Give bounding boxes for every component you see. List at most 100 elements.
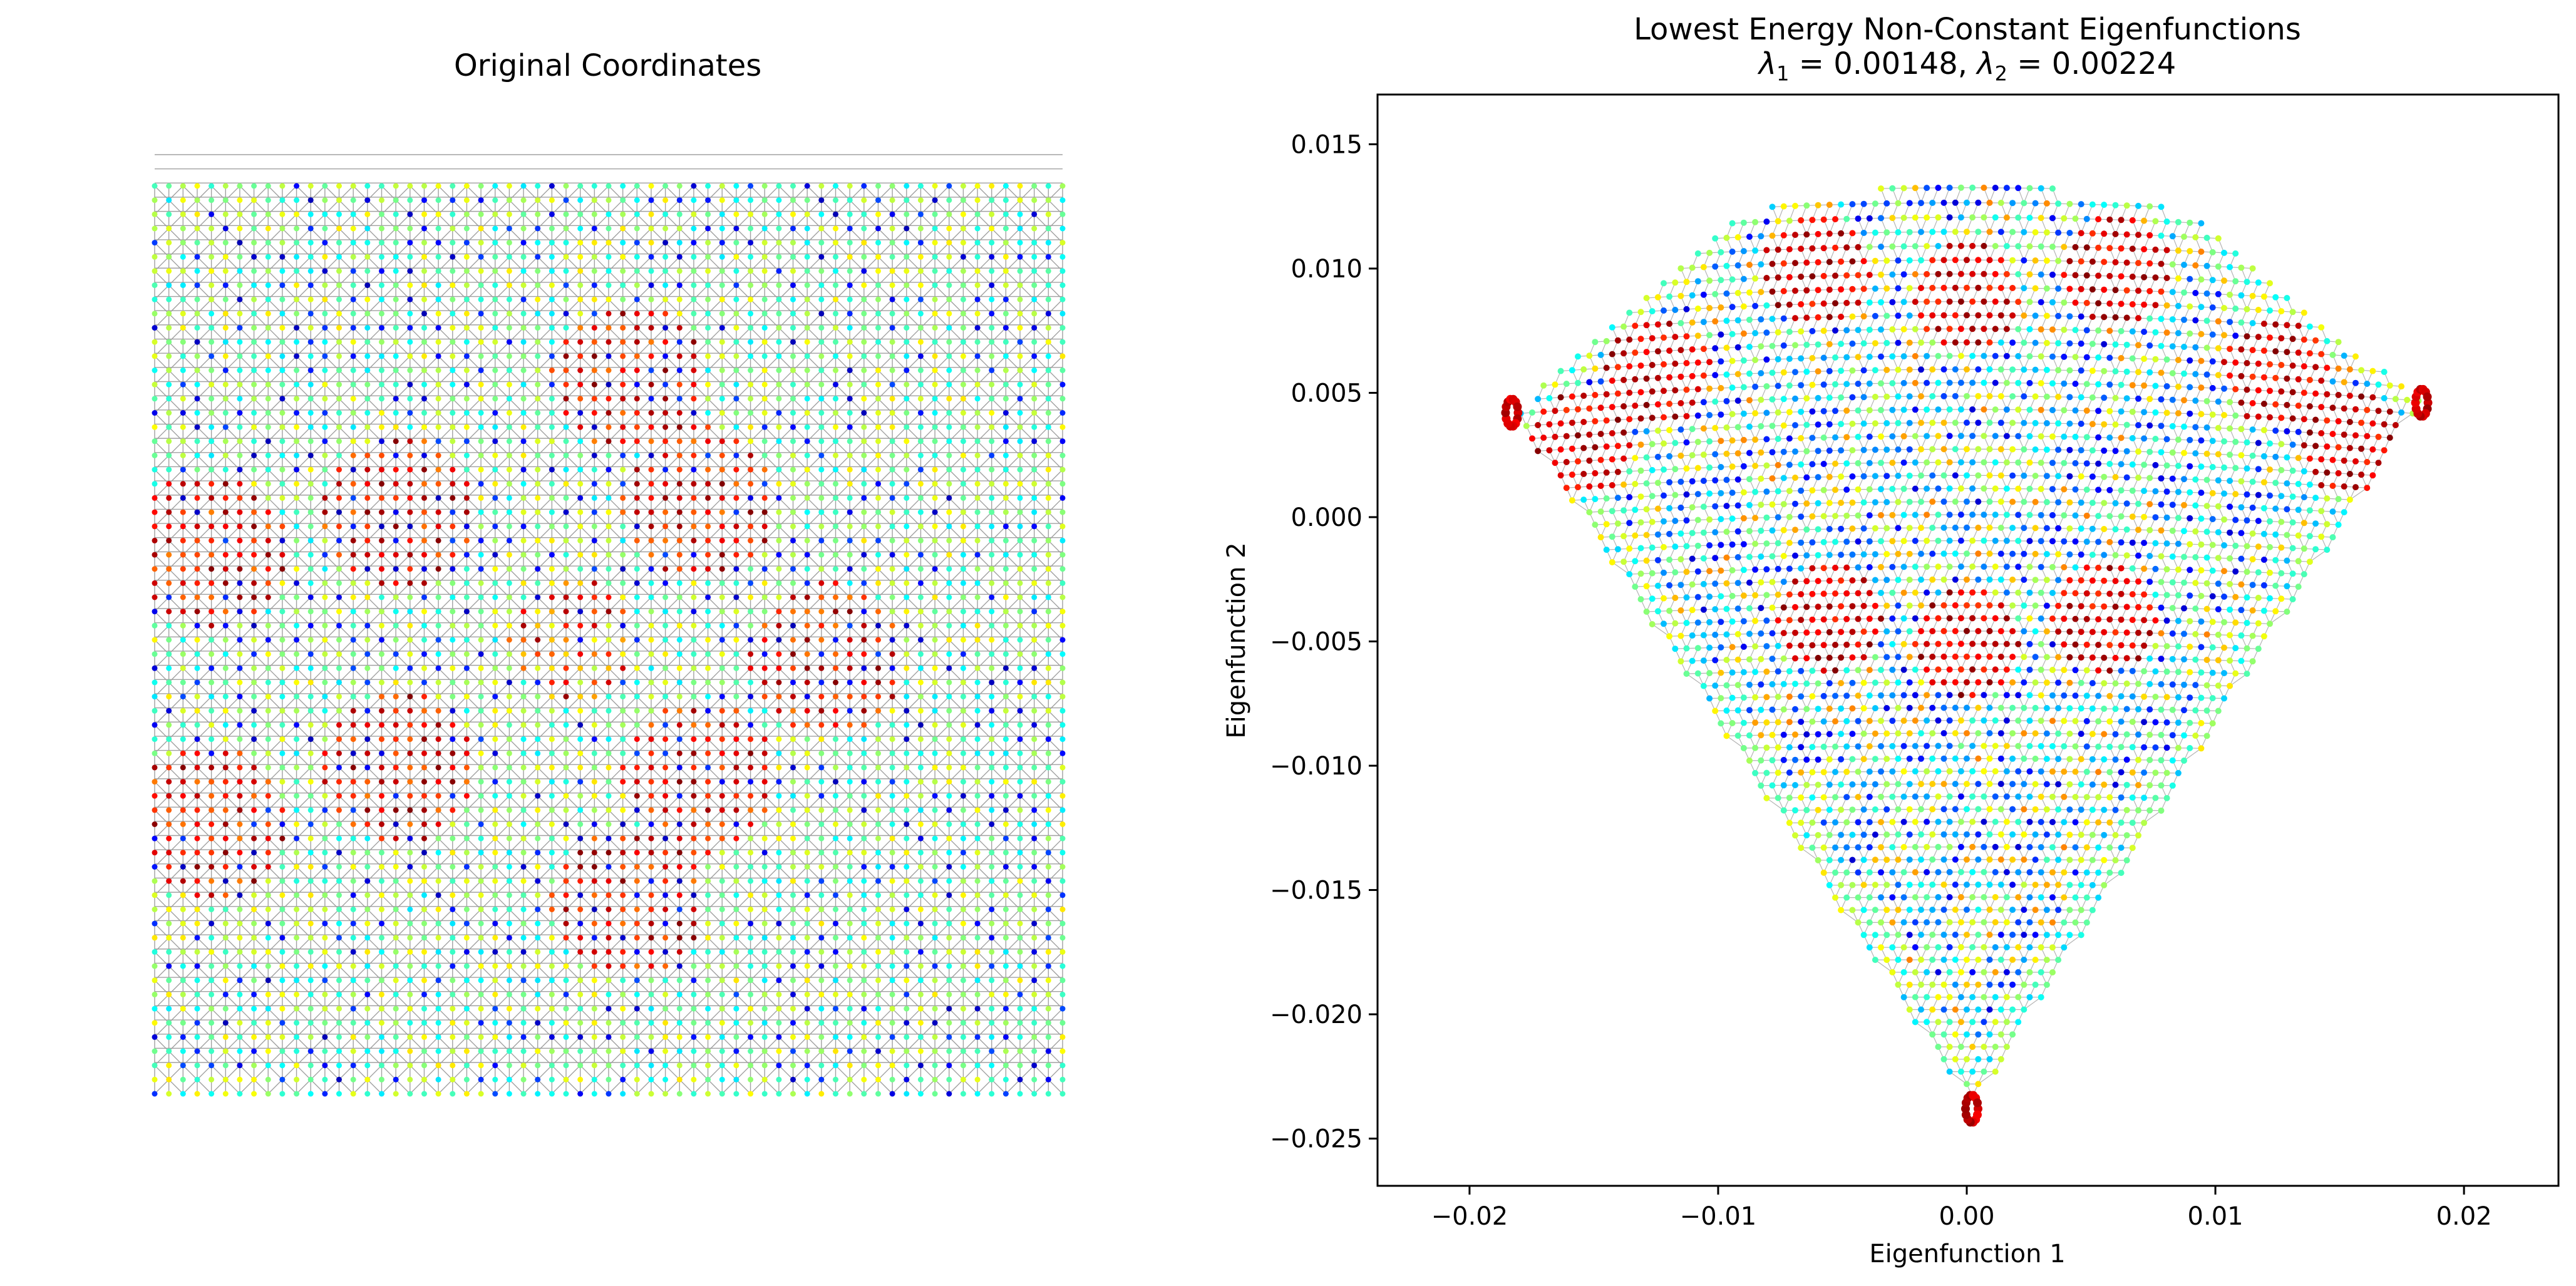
left-mesh-node: [833, 453, 838, 458]
left-mesh-node: [379, 566, 384, 572]
left-mesh-node: [861, 949, 867, 955]
left-mesh-node: [1045, 552, 1051, 558]
left-mesh-node: [393, 509, 399, 515]
left-mesh-node: [946, 821, 952, 827]
left-mesh-node: [960, 907, 966, 912]
left-mesh-node: [152, 453, 158, 458]
left-mesh-node: [861, 566, 867, 572]
left-mesh-node: [279, 225, 286, 232]
right-mesh-node: [1849, 340, 1856, 347]
left-mesh-node: [1002, 949, 1009, 955]
right-mesh-node: [2089, 368, 2096, 374]
right-mesh-node: [1855, 354, 1862, 361]
left-mesh-node: [705, 438, 711, 445]
left-mesh-node: [549, 296, 555, 302]
left-mesh-node: [875, 907, 881, 912]
left-mesh-node: [960, 892, 966, 898]
left-mesh-node: [535, 907, 541, 912]
left-mesh-node: [761, 779, 768, 785]
right-mesh-node: [1718, 331, 1724, 338]
left-mesh-node: [790, 736, 796, 743]
right-mesh-node: [2238, 373, 2245, 379]
left-mesh-node: [549, 949, 555, 955]
left-mesh-node: [917, 495, 924, 501]
left-mesh-node: [393, 1062, 399, 1069]
left-mesh-node: [833, 495, 838, 501]
right-mesh-node: [2049, 185, 2056, 192]
left-mesh-node: [563, 892, 569, 898]
left-mesh-node: [847, 665, 853, 671]
left-mesh-node: [1059, 864, 1066, 870]
left-mesh-node: [379, 296, 384, 302]
right-mesh-node: [1912, 326, 1919, 332]
left-mesh-node: [889, 878, 895, 884]
left-mesh-node: [535, 1062, 541, 1069]
right-mesh-node: [1700, 346, 1707, 352]
left-mesh-node: [577, 679, 584, 686]
left-mesh-node: [946, 183, 952, 189]
left-mesh-node: [634, 835, 640, 841]
left-mesh-node: [591, 466, 597, 473]
left-mesh-node: [1031, 424, 1038, 430]
right-mesh-node: [2118, 245, 2125, 252]
left-mesh-node: [379, 1091, 384, 1097]
left-mesh-node: [1045, 764, 1051, 771]
left-mesh-node: [520, 622, 527, 629]
right-mesh-node: [2089, 286, 2096, 293]
right-mesh-node: [1718, 249, 1724, 255]
left-mesh-node: [180, 268, 186, 274]
right-mesh-node: [1672, 360, 1679, 367]
left-mesh-node: [407, 991, 413, 997]
left-mesh-node: [520, 1091, 527, 1097]
left-mesh-node: [379, 183, 384, 189]
left-mesh-node: [166, 368, 172, 373]
left-mesh-node: [620, 764, 626, 771]
left-mesh-node: [904, 339, 910, 345]
left-mesh-node: [307, 438, 314, 445]
left-mesh-node: [960, 1020, 966, 1026]
left-mesh-node: [648, 963, 654, 969]
left-mesh-node: [605, 410, 612, 416]
left-mesh-node: [761, 991, 768, 997]
left-mesh-node: [790, 254, 796, 260]
left-mesh-node: [1045, 311, 1051, 317]
left-mesh-node: [960, 1091, 966, 1097]
left-mesh-node: [379, 991, 384, 997]
right-mesh-node: [2146, 315, 2153, 322]
left-mesh-node: [960, 368, 966, 373]
left-mesh-node: [1045, 637, 1051, 643]
left-mesh-node: [776, 368, 782, 373]
left-mesh-node: [705, 949, 711, 955]
left-mesh-node: [450, 311, 456, 317]
left-mesh-node: [861, 183, 867, 189]
left-mesh-node: [535, 694, 541, 700]
left-mesh-node: [790, 552, 796, 558]
left-mesh-node: [209, 254, 215, 260]
left-mesh-node: [407, 679, 413, 686]
left-mesh-node: [535, 821, 541, 827]
left-mesh-node: [450, 920, 456, 927]
left-mesh-node: [520, 410, 527, 416]
left-mesh-node: [279, 339, 286, 345]
left-mesh-node: [492, 793, 498, 799]
left-mesh-node: [549, 878, 555, 884]
left-mesh-node: [804, 821, 810, 827]
left-mesh-node: [1017, 935, 1023, 941]
left-mesh-node: [904, 495, 910, 501]
left-mesh-node: [1059, 438, 1066, 445]
left-mesh-node: [450, 381, 456, 388]
right-mesh-node: [2244, 306, 2250, 312]
left-mesh-node: [946, 268, 952, 274]
left-mesh-node: [974, 240, 981, 246]
left-mesh-node: [577, 495, 584, 501]
left-mesh-node: [932, 381, 938, 388]
left-mesh-node: [180, 991, 186, 997]
left-mesh-node: [364, 552, 371, 558]
right-mesh-node: [1535, 396, 1542, 403]
right-mesh-node: [1637, 309, 1644, 316]
left-mesh-node: [350, 481, 356, 487]
left-mesh-node: [676, 750, 683, 756]
left-mesh-node: [506, 254, 512, 260]
left-mesh-node: [904, 1048, 910, 1054]
left-mesh-node: [478, 296, 484, 302]
